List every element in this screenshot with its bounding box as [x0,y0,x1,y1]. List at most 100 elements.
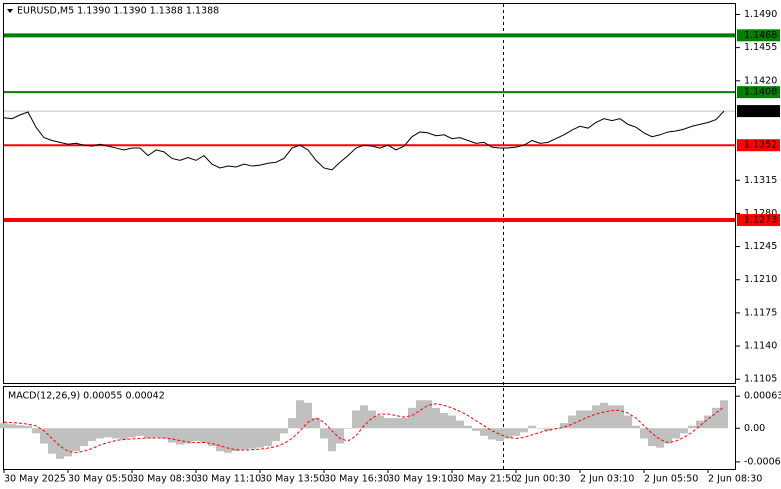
macd-bar [224,428,232,453]
macd-bar [128,428,136,438]
macd-bar [72,428,80,452]
macd-bar [480,428,488,436]
macd-bar [264,428,272,447]
macd-bar [640,428,648,439]
macd-bar [168,428,176,443]
x-tick-label: 30 May 16:30 [324,474,389,485]
macd-bar [96,428,104,439]
macd-bar [616,405,624,429]
macd-title: MACD(12,26,9) 0.00055 0.00042 [8,391,165,402]
macd-bar [176,428,184,445]
macd-bar [712,407,720,429]
macd-bar [576,410,584,429]
macd-bar [488,428,496,440]
y-tick-label: 1.1245 [744,241,777,252]
macd-bar [280,428,288,434]
macd-bar [32,428,40,434]
y-tick-label: 1.1280 [744,208,777,219]
last-price-badge [737,105,780,118]
level-badge [737,139,780,152]
y-tick-label: 1.1105 [744,374,777,385]
title-arrow [7,9,13,13]
macd-bar [384,418,392,429]
macd-bar [528,425,536,429]
y-tick-label: 1.1420 [744,75,777,86]
x-tick-label: 30 May 11:10 [196,474,261,485]
macd-bar [160,428,168,439]
macd-bar [688,425,696,429]
macd-bar [248,428,256,449]
macd-bar [376,415,384,429]
y-tick-label: 0.00 [744,423,765,434]
y-tick-label: 1.1455 [744,42,777,53]
macd-bar [456,420,464,429]
macd-bar [120,428,128,440]
macd-bar [144,428,152,439]
x-tick-label: 30 May 13:50 [260,474,325,485]
last-price-label: 1.1388 [744,106,777,117]
macd-bar [48,428,56,454]
macd-bar [56,428,64,459]
y-tick-label: -0.00066 [744,456,781,467]
macd-bar [440,412,448,429]
macd-bar [392,418,400,429]
x-tick-label: 30 May 05:50 [68,474,133,485]
macd-bar [608,405,616,429]
x-tick-label: 30 May 08:30 [132,474,197,485]
level-label: 1.1468 [744,30,777,41]
macd-bar [104,428,112,438]
macd-bar [696,420,704,429]
macd-bar [672,428,680,439]
macd-bar [312,418,320,429]
x-tick-label: 30 May 19:10 [388,474,453,485]
macd-bar [24,425,32,429]
level-badge [737,214,780,227]
macd-bar [0,423,8,429]
macd-bar [416,400,424,429]
level-badge [737,29,780,42]
macd-bar [304,402,312,429]
level-label: 1.1408 [744,87,777,98]
macd-bar [192,428,200,441]
macd-bar [256,428,264,448]
macd-bar [568,415,576,429]
macd-bar [432,407,440,429]
macd-bar [600,402,608,429]
macd-bar [496,428,504,441]
macd-bar [136,428,144,436]
y-tick-label: 1.1210 [744,274,777,285]
macd-bar [368,410,376,429]
macd-bar [520,428,528,433]
main-panel [3,3,736,384]
y-tick-label: 1.1490 [744,9,777,20]
x-tick-label: 2 Jun 03:10 [580,474,634,485]
macd-bar [560,423,568,429]
macd-bar [344,428,352,429]
macd-bar [200,428,208,443]
macd-bar [288,418,296,429]
macd-bar [656,428,664,448]
macd-bar [272,428,280,441]
macd-bar [504,428,512,439]
signal-line [3,403,725,454]
macd-bar [296,400,304,429]
x-tick-label: 2 Jun 08:30 [708,474,762,485]
macd-bar [112,428,120,439]
macd-bar [424,400,432,429]
macd-bar [544,428,552,431]
macd-bar [536,428,544,429]
price-line [3,110,725,171]
macd-bar [64,428,72,457]
macd-bar [88,428,96,441]
macd-bar [240,428,248,450]
macd-bar [448,415,456,429]
macd-bar [400,418,408,429]
macd-bar [408,407,416,429]
macd-bar [680,428,688,434]
macd-bar [152,428,160,438]
level-badge [737,86,780,99]
chart-title: EURUSD,M5 1.1390 1.1390 1.1388 1.1388 [17,6,219,17]
macd-bar [328,428,336,452]
x-tick-label: 30 May 2025 [4,474,66,485]
